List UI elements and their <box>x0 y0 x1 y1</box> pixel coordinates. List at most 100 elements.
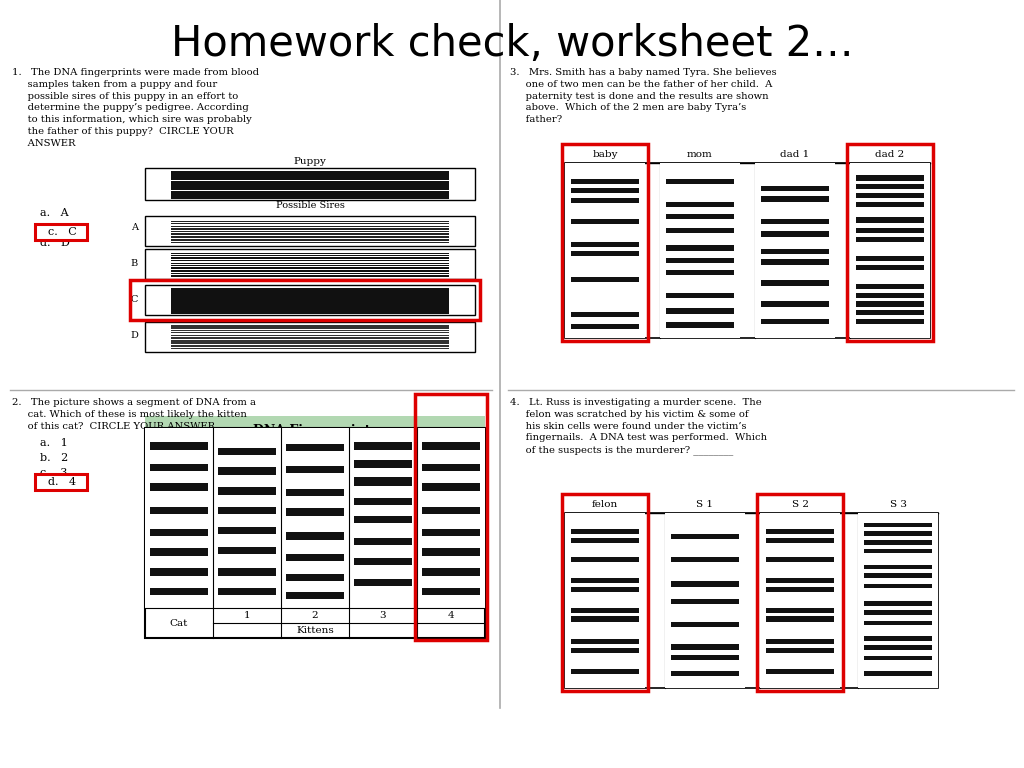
Bar <box>667 270 733 275</box>
Bar <box>171 187 449 189</box>
Bar <box>766 607 834 613</box>
Bar <box>145 322 475 352</box>
Bar <box>423 464 479 472</box>
Bar <box>423 568 479 575</box>
Bar <box>171 295 449 296</box>
Text: 4: 4 <box>447 611 455 620</box>
Bar <box>171 304 449 306</box>
Bar <box>856 293 924 298</box>
Bar <box>762 197 828 201</box>
Bar <box>766 538 834 543</box>
Bar <box>218 507 275 515</box>
Bar <box>145 168 475 200</box>
Bar <box>145 428 213 608</box>
Text: Cat: Cat <box>170 618 188 627</box>
Bar <box>864 671 932 676</box>
Bar <box>218 448 275 455</box>
Bar <box>423 588 479 595</box>
Bar <box>850 163 930 338</box>
Bar <box>565 513 938 688</box>
Bar <box>864 584 932 588</box>
Bar <box>171 194 449 196</box>
Bar <box>571 187 639 193</box>
Bar <box>667 245 733 250</box>
Bar <box>171 180 449 182</box>
Bar <box>864 574 932 578</box>
Bar <box>571 324 639 329</box>
Bar <box>562 494 648 691</box>
Text: d.   4: d. 4 <box>48 477 76 487</box>
Text: c.   3: c. 3 <box>40 468 68 478</box>
Text: b.   2: b. 2 <box>40 453 69 463</box>
Bar <box>864 540 932 545</box>
Bar <box>171 288 449 290</box>
Bar <box>571 242 639 247</box>
Bar <box>571 538 639 543</box>
Bar <box>287 508 344 516</box>
Bar <box>864 564 932 569</box>
Bar <box>571 587 639 592</box>
Bar <box>171 306 449 307</box>
Bar <box>35 474 87 490</box>
Bar <box>218 588 275 595</box>
Bar <box>287 574 344 581</box>
Bar <box>171 337 449 339</box>
Bar <box>762 319 828 324</box>
Bar <box>766 616 834 621</box>
Text: d.   D: d. D <box>40 238 70 248</box>
Bar <box>864 610 932 614</box>
Bar <box>171 172 449 174</box>
Text: S 1: S 1 <box>696 500 714 509</box>
Bar <box>171 233 449 234</box>
Bar <box>864 549 932 553</box>
Bar <box>151 442 208 449</box>
Bar <box>171 255 449 257</box>
Bar <box>171 226 449 227</box>
Text: 3: 3 <box>380 611 386 620</box>
Bar <box>762 186 828 191</box>
Bar <box>354 579 412 587</box>
Bar <box>287 489 344 496</box>
Bar <box>287 444 344 452</box>
Bar <box>171 260 449 261</box>
Bar <box>171 236 449 237</box>
Bar <box>571 557 639 562</box>
Bar <box>856 264 924 270</box>
Bar <box>145 428 485 638</box>
Text: DNA Fingerprints: DNA Fingerprints <box>253 424 377 437</box>
Bar <box>171 189 449 190</box>
Bar <box>856 175 924 180</box>
Bar <box>151 529 208 536</box>
Bar <box>171 257 449 259</box>
Bar <box>171 348 449 349</box>
Text: A: A <box>131 223 138 233</box>
Bar <box>35 224 87 240</box>
Bar <box>218 527 275 535</box>
Bar <box>171 296 449 298</box>
Bar <box>151 507 208 515</box>
Bar <box>856 228 924 233</box>
Bar <box>281 428 349 608</box>
Bar <box>349 428 417 608</box>
Bar <box>287 466 344 473</box>
Bar <box>171 293 449 295</box>
Bar <box>766 587 834 592</box>
Bar <box>145 416 485 450</box>
Bar <box>571 312 639 317</box>
Bar <box>171 273 449 274</box>
Bar <box>171 265 449 266</box>
Bar <box>757 494 843 691</box>
Bar <box>171 228 449 230</box>
Bar <box>864 523 932 527</box>
Bar <box>354 442 412 449</box>
Bar <box>171 276 449 277</box>
Bar <box>171 311 449 313</box>
Bar <box>864 621 932 625</box>
Bar <box>665 513 745 688</box>
Bar <box>171 340 449 342</box>
Bar <box>762 219 828 224</box>
Bar <box>856 319 924 324</box>
Text: dad 1: dad 1 <box>780 150 810 159</box>
Bar <box>171 300 449 301</box>
Bar <box>571 669 639 674</box>
